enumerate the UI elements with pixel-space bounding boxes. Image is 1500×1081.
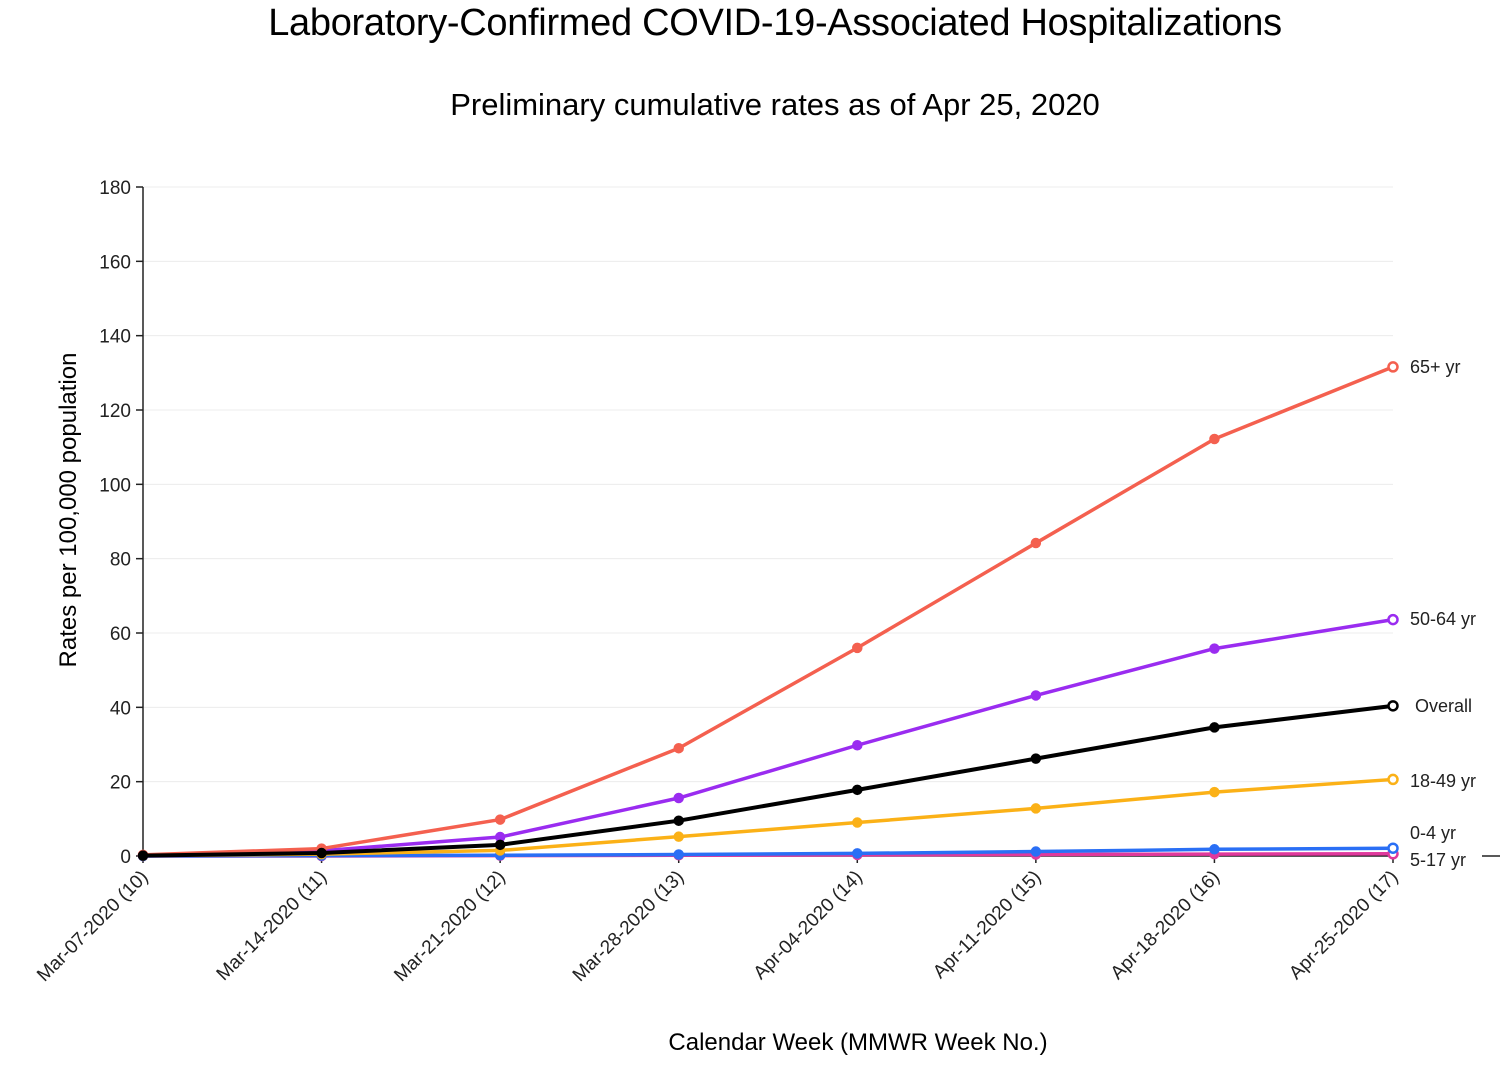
series-label: Overall xyxy=(1415,696,1472,716)
y-axis-label: Rates per 100,000 population xyxy=(55,353,82,668)
series-label: 50-64 yr xyxy=(1410,609,1476,629)
x-ticks: Mar-07-2020 (10) Mar-14-2020 (11) Mar-21-2… xyxy=(33,856,1403,986)
data-point xyxy=(494,814,506,825)
y-ticks: 0 20 40 60 80 100 120 140 160 180 xyxy=(99,178,143,868)
x-tick-label: Mar-07-2020 (10) xyxy=(33,867,152,986)
data-point xyxy=(673,742,684,754)
data-point xyxy=(1030,690,1042,701)
data-point xyxy=(1209,643,1220,654)
data-point xyxy=(1387,700,1399,712)
data-point xyxy=(673,815,684,826)
data-point xyxy=(852,784,863,796)
data-point xyxy=(1209,786,1220,798)
data-point xyxy=(1209,722,1220,733)
series-label: 18-49 yr xyxy=(1410,771,1476,791)
series-labels: 65+ yr 50-64 yr Overall 18-49 yr 0-4 yr 5-17 … xyxy=(1410,357,1500,870)
data-point xyxy=(1209,433,1220,445)
y-tick-label: 120 xyxy=(99,401,131,422)
data-point xyxy=(1030,537,1042,549)
data-point xyxy=(852,739,863,751)
data-point xyxy=(673,831,684,842)
series-50-64-yrline-group xyxy=(137,613,1399,861)
data-point xyxy=(1030,753,1042,764)
x-tick-label: Mar-14-2020 (11) xyxy=(213,867,331,985)
y-tick-label: 60 xyxy=(110,624,131,645)
grid-lines xyxy=(143,186,1393,783)
x-tick-label: Apr-04-2020 (14) xyxy=(750,867,867,984)
series-line xyxy=(142,703,1394,858)
series-65-yrline-group xyxy=(137,361,1399,861)
data-point xyxy=(1387,613,1399,626)
series xyxy=(137,361,1399,862)
data-point xyxy=(1387,842,1399,854)
data-point xyxy=(1387,361,1399,373)
data-point xyxy=(852,642,863,654)
y-tick-label: 140 xyxy=(99,327,131,348)
data-point xyxy=(1387,773,1399,786)
series-overallline-group xyxy=(137,700,1399,861)
y-tick-label: 40 xyxy=(110,698,131,719)
data-point xyxy=(316,847,327,859)
series-line xyxy=(142,617,1394,858)
y-tick-label: 0 xyxy=(120,847,131,868)
series-label: 0-4 yr xyxy=(1410,823,1456,843)
y-tick-label: 100 xyxy=(99,475,131,496)
x-tick-label: Apr-18-2020 (16) xyxy=(1107,867,1224,984)
x-tick-label: Apr-25-2020 (17) xyxy=(1285,867,1402,984)
series-label: 5-17 yr xyxy=(1410,850,1466,870)
data-point xyxy=(137,850,149,861)
data-point xyxy=(852,817,863,828)
x-tick-label: Apr-11-2020 (15) xyxy=(929,867,1045,983)
axes xyxy=(142,187,1393,857)
data-point xyxy=(1030,846,1042,857)
data-point xyxy=(673,849,684,860)
data-point xyxy=(494,839,506,851)
data-point xyxy=(1030,803,1042,814)
y-tick-label: 180 xyxy=(99,178,131,199)
data-point xyxy=(852,848,863,859)
series-label: 65+ yr xyxy=(1410,357,1461,377)
series-line xyxy=(142,365,1394,857)
data-point xyxy=(673,792,684,804)
y-tick-label: 20 xyxy=(110,773,131,794)
chart-subtitle: Preliminary cumulative rates as of Apr 2… xyxy=(450,87,1100,122)
series-0-4-yrline-group xyxy=(137,842,1399,862)
y-tick-label: 160 xyxy=(99,252,131,273)
series-line xyxy=(142,777,1394,858)
x-tick-label: Mar-28-2020 (13) xyxy=(569,867,688,986)
x-tick-label: Mar-21-2020 (12) xyxy=(390,867,509,986)
x-axis-label: Calendar Week (MMWR Week No.) xyxy=(668,1029,1047,1056)
data-point xyxy=(1209,844,1220,855)
series-line xyxy=(142,846,1394,858)
chart-title: Laboratory-Confirmed COVID-19-Associated… xyxy=(268,2,1282,44)
y-tick-label: 80 xyxy=(110,550,131,571)
